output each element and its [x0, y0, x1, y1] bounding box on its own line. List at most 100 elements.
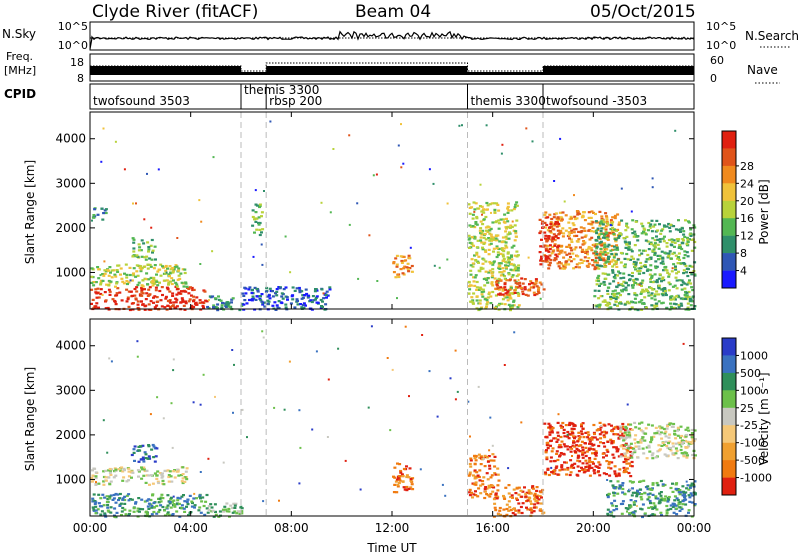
scatter-cell [154, 455, 158, 458]
scatter-cell [605, 218, 609, 221]
scatter-cell [526, 499, 530, 502]
scatter-cell [674, 268, 678, 271]
scatter-cell [171, 500, 174, 503]
scatter-cell [573, 450, 577, 453]
scatter-cell [482, 242, 486, 245]
scatter-cell [187, 300, 191, 303]
scatter-cell [479, 220, 483, 223]
scatter-cell [158, 268, 162, 271]
scatter-cell [172, 268, 176, 271]
scatter-cell [91, 469, 94, 472]
scatter-cell [621, 436, 625, 439]
scatter-cell [598, 210, 602, 213]
scatter-cell [198, 495, 202, 498]
scatter-cell [104, 208, 108, 211]
scatter-cell [617, 223, 621, 226]
scatter-cell [533, 503, 537, 506]
scatter-cell [257, 221, 260, 225]
scatter-cell [660, 437, 664, 440]
scatter-cell [682, 239, 685, 242]
scatter-cell [599, 426, 603, 429]
scatter-cell [132, 202, 134, 205]
scatter-cell [454, 349, 457, 352]
scatter-cell [678, 443, 682, 446]
scatter-cell [664, 440, 668, 443]
scatter-cell [640, 498, 644, 501]
scatter-cell [576, 255, 580, 258]
scatter-cell [258, 221, 262, 225]
scatter-cell [480, 231, 484, 234]
scatter-cell [629, 505, 633, 508]
scatter-cell [518, 281, 522, 284]
scatter-cell [113, 515, 117, 518]
scatter-cell [664, 292, 667, 295]
scatter-cell [176, 468, 180, 471]
scatter-cell [104, 479, 108, 482]
scatter-cell [674, 228, 678, 231]
scatter-cell [614, 273, 618, 277]
scatter-cell [573, 462, 577, 465]
colorbar-segment [722, 390, 736, 408]
scatter-cell [133, 459, 136, 462]
scatter-cell [212, 306, 215, 309]
scatter-cell [474, 202, 478, 205]
scatter-cell [690, 436, 694, 439]
scatter-cell [315, 301, 319, 304]
scatter-cell [507, 273, 511, 276]
scatter-cell [293, 306, 297, 309]
scatter-cell [577, 230, 581, 233]
scatter-cell [509, 509, 513, 512]
scatter-cell [524, 495, 528, 498]
scatter-cell [664, 293, 668, 297]
scatter-cell [147, 502, 151, 505]
scatter-cell [501, 259, 505, 262]
scatter-cell [597, 256, 601, 259]
scatter-cell [643, 232, 647, 235]
scatter-cell [614, 475, 618, 478]
scatter-cell [136, 340, 139, 343]
scatter-cell [665, 454, 669, 457]
scatter-cell [175, 470, 179, 473]
scatter-cell [438, 266, 441, 269]
scatter-cell [509, 309, 512, 312]
scatter-cell [675, 449, 679, 452]
scatter-cell [125, 276, 129, 279]
scatter-cell [566, 448, 570, 451]
scatter-cell [620, 283, 624, 286]
scatter-cell [586, 253, 589, 256]
scatter-cell [489, 295, 493, 298]
scatter-cell [517, 264, 521, 267]
scatter-cell [608, 231, 611, 234]
scatter-cell [572, 267, 576, 270]
scatter-cell [113, 467, 117, 470]
scatter-cell [241, 408, 244, 411]
scatter-cell [624, 458, 627, 461]
scatter-cell [643, 432, 647, 435]
scatter-cell [233, 510, 237, 513]
scatter-cell [578, 460, 582, 463]
scatter-cell [512, 244, 516, 247]
scatter-cell [213, 297, 217, 300]
scatter-cell [493, 277, 497, 280]
scatter-cell [483, 487, 487, 490]
scatter-cell [533, 496, 537, 499]
scatter-cell [531, 487, 535, 490]
scatter-cell [554, 253, 558, 256]
scatter-cell [147, 250, 150, 253]
scatter-cell [478, 205, 482, 208]
scatter-cell [558, 443, 562, 447]
x-tick-label: 16:00 [475, 521, 510, 535]
scatter-cell [680, 434, 684, 438]
scatter-cell [299, 303, 303, 306]
scatter-cell [577, 444, 581, 447]
scatter-cell [663, 443, 666, 447]
scatter-cell [231, 349, 234, 351]
scatter-cell [108, 266, 112, 269]
scatter-cell [157, 168, 160, 171]
scatter-cell [562, 431, 566, 435]
scatter-cell [639, 292, 643, 295]
scatter-cell [122, 467, 126, 470]
scatter-cell [162, 483, 166, 486]
scatter-cell [152, 267, 156, 270]
scatter-cell [123, 469, 126, 472]
